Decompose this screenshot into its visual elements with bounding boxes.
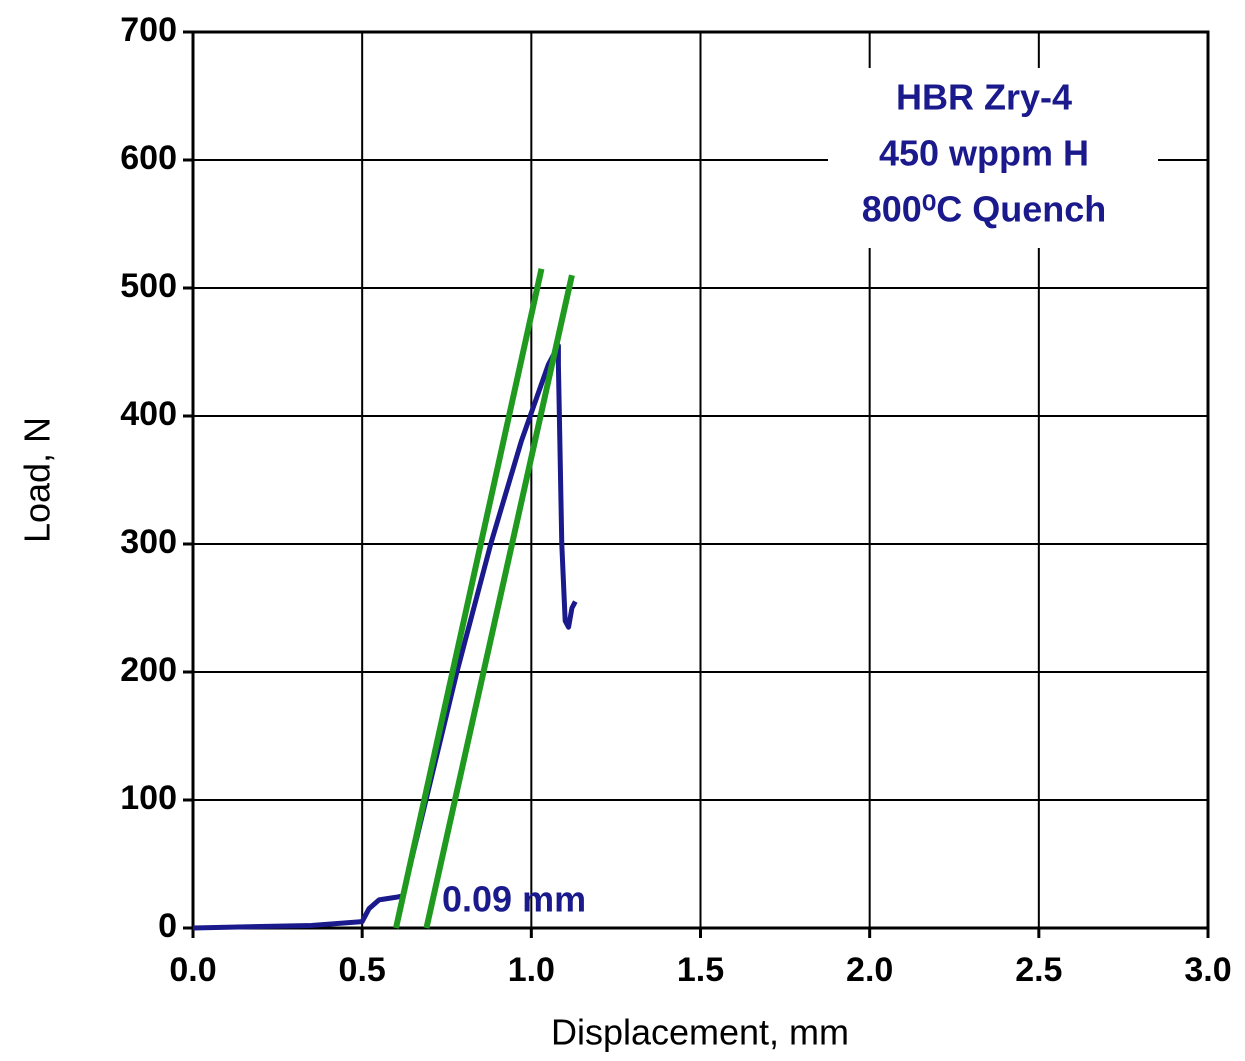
x-tick-label: 0.0 <box>169 951 216 989</box>
y-tick-label: 200 <box>120 651 177 689</box>
data-line <box>192 343 578 931</box>
annotation-box <box>828 68 1158 248</box>
annotation: 800⁰C Quench <box>862 189 1107 230</box>
annotation: 450 wppm H <box>879 133 1089 174</box>
y-axis-label: Load, N <box>17 417 58 543</box>
y-tick-label: 0 <box>158 907 177 945</box>
y-tick-label: 600 <box>120 139 177 177</box>
x-tick-label: 2.0 <box>846 951 893 989</box>
y-tick-label: 700 <box>120 11 177 49</box>
plot-frame <box>191 30 1210 930</box>
data-line <box>423 274 575 929</box>
annotation: HBR Zry-4 <box>896 77 1072 118</box>
x-tick-label: 2.5 <box>1015 951 1062 989</box>
annotation: 0.09 mm <box>442 879 586 920</box>
x-tick-label: 3.0 <box>1184 951 1231 989</box>
x-tick-label: 0.5 <box>339 951 386 989</box>
x-tick-label: 1.0 <box>508 951 555 989</box>
y-tick-label: 300 <box>120 523 177 561</box>
y-tick-label: 400 <box>120 395 177 433</box>
y-tick-label: 100 <box>120 779 177 817</box>
x-tick-label: 1.5 <box>677 951 724 989</box>
y-tick-label: 500 <box>120 267 177 305</box>
x-axis-label: Displacement, mm <box>551 1012 849 1053</box>
data-line <box>393 268 545 929</box>
